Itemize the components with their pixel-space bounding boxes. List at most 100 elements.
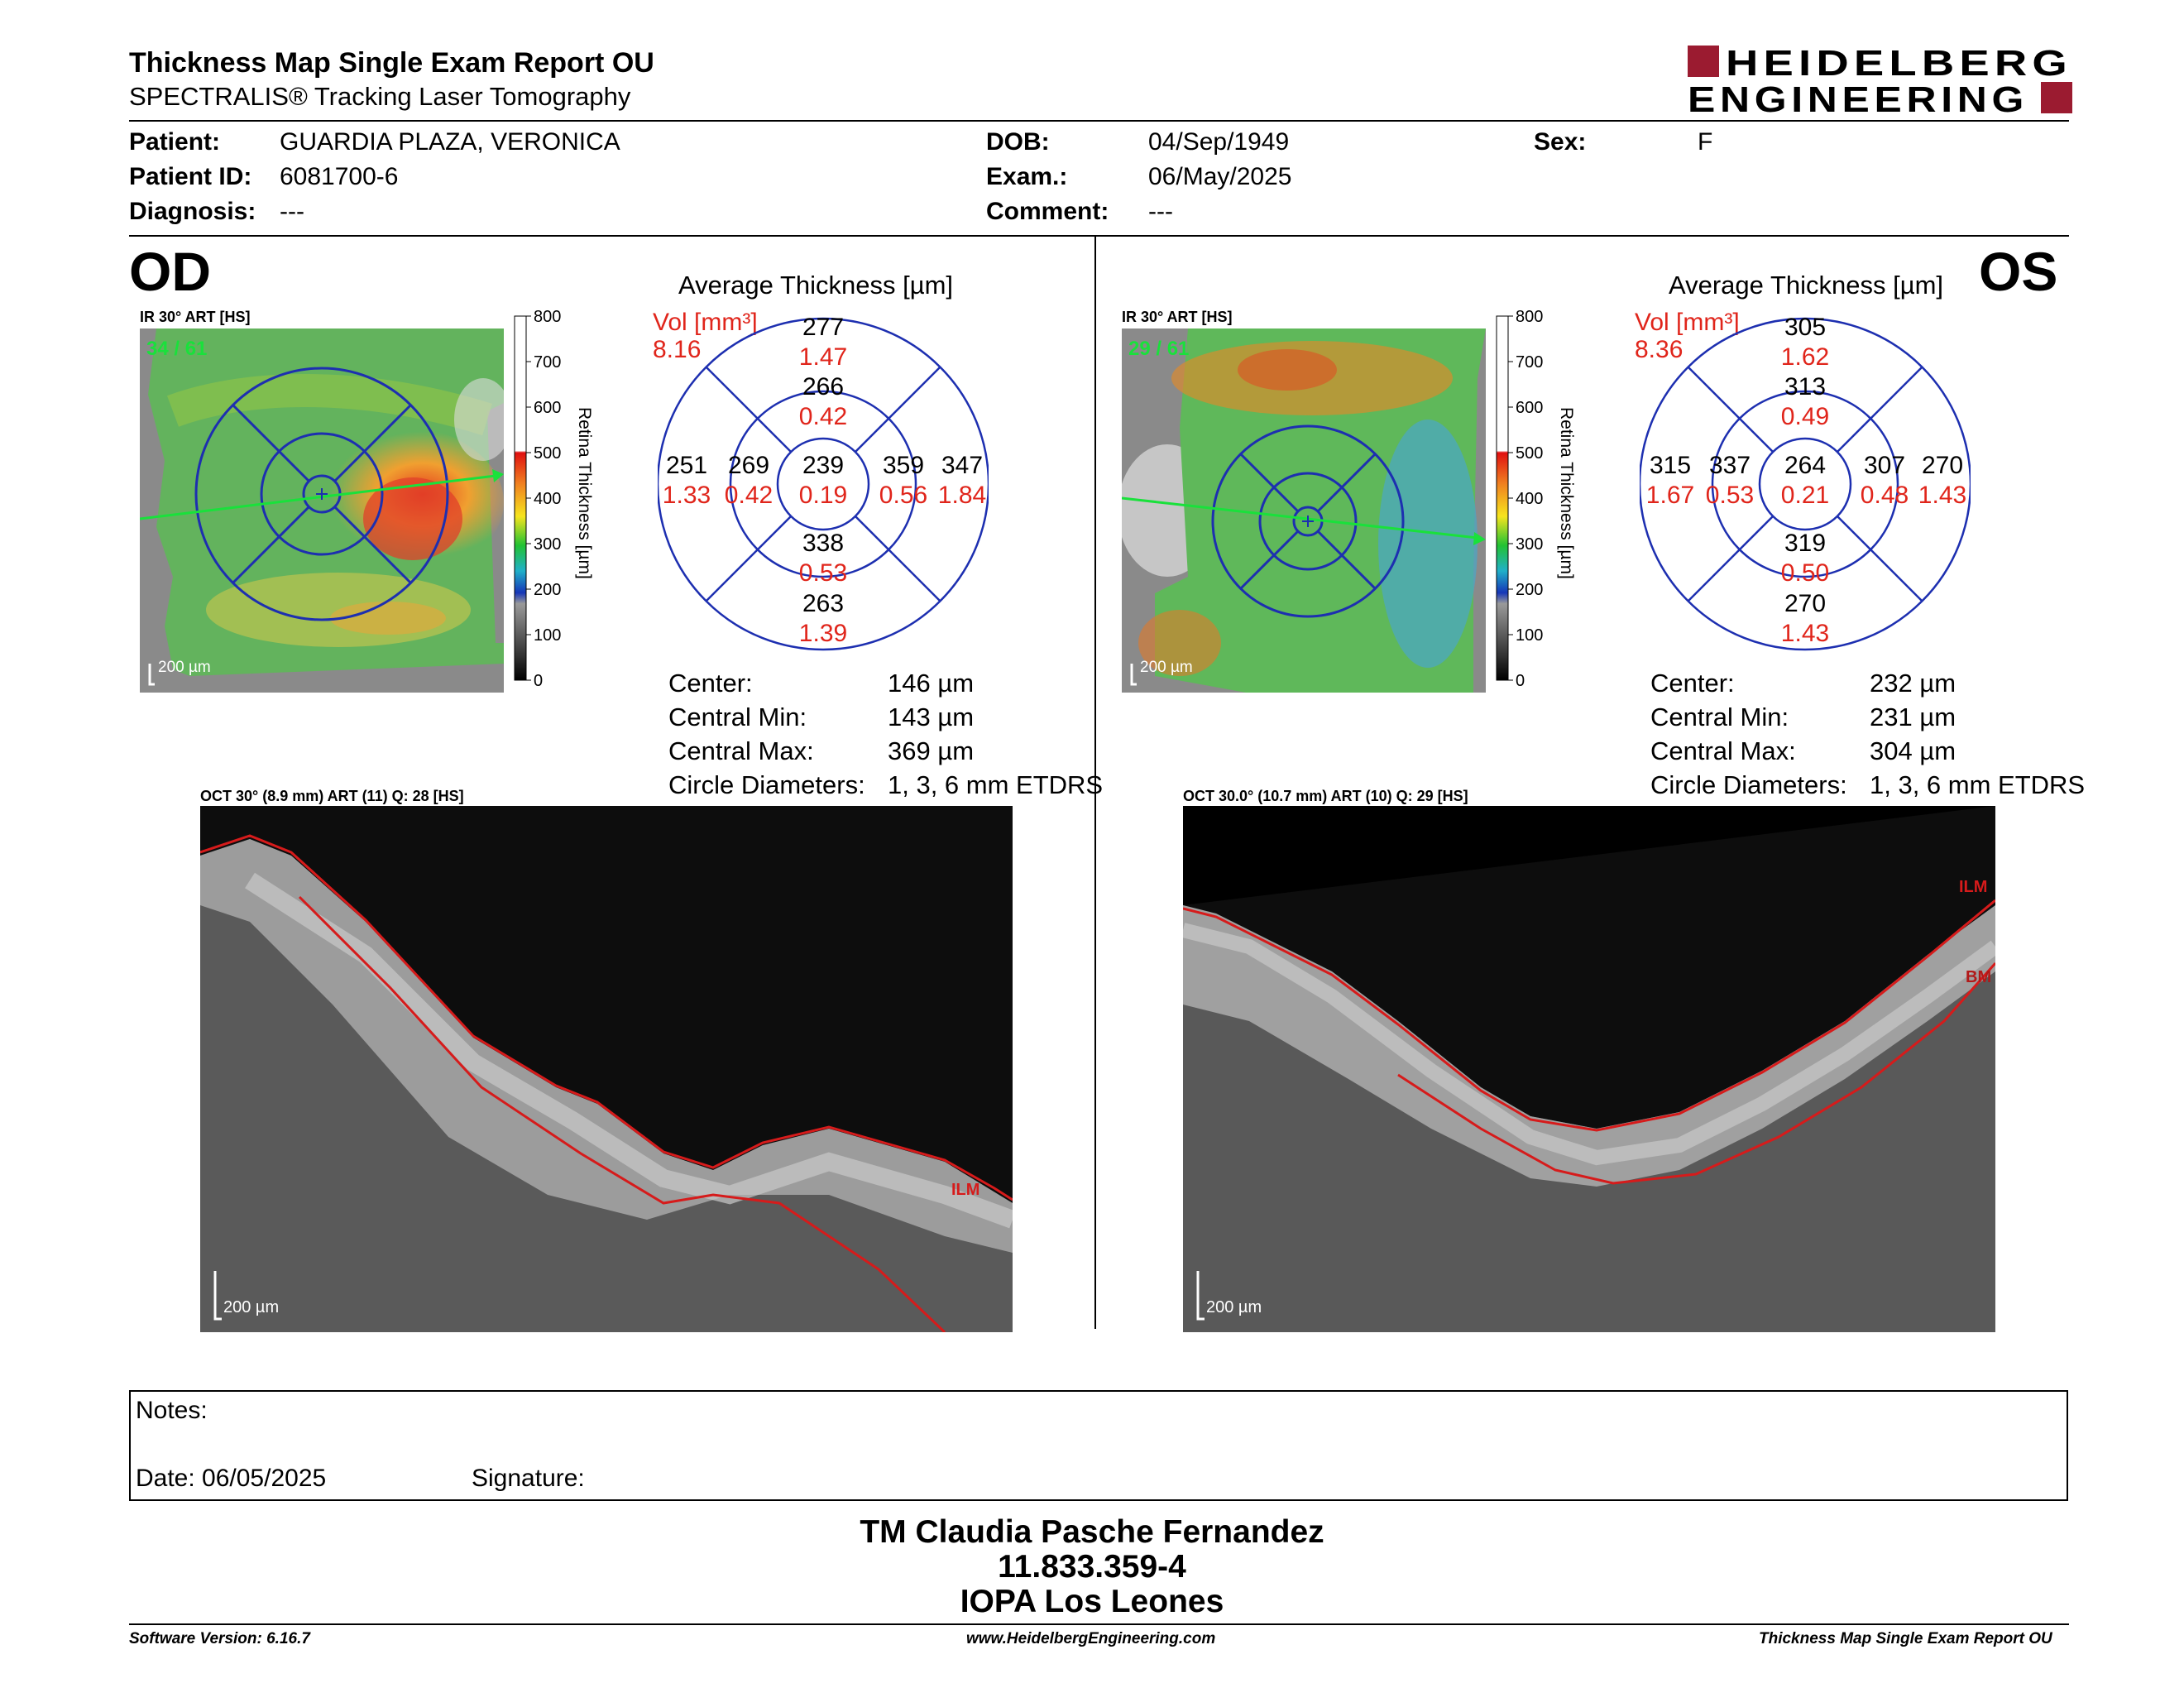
header-rule <box>129 120 2069 122</box>
od-eye-label: OD <box>129 241 211 302</box>
sex: F <box>1698 128 1713 156</box>
os-central-max-label: Central Max: <box>1650 736 1796 765</box>
footer-report-title: Thickness Map Single Exam Report OU <box>1759 1630 2052 1647</box>
os-circle-diam-value: 1, 3, 6 mm ETDRS <box>1870 770 2086 799</box>
svg-text:0.50: 0.50 <box>1781 559 1829 587</box>
od-ilm-label: ILM <box>951 1181 979 1199</box>
svg-text:300: 300 <box>534 535 561 554</box>
svg-text:0.42: 0.42 <box>725 482 773 509</box>
os-eye-label: OS <box>1979 241 2058 302</box>
od-circle-diam-value: 1, 3, 6 mm ETDRS <box>888 770 1104 799</box>
os-oct-scale: 200 µm <box>1206 1298 1262 1316</box>
svg-text:338: 338 <box>802 530 844 557</box>
os-map-scale: 200 µm <box>1140 659 1193 676</box>
od-oct-title: OCT 30° (8.9 mm) ART (11) Q: 28 [HS] <box>200 788 464 804</box>
os-bm-label: BM <box>1966 968 1991 986</box>
diagnosis: --- <box>280 198 304 225</box>
od-avg-thickness-title: Average Thickness [µm] <box>678 271 954 300</box>
svg-text:500: 500 <box>1516 444 1543 463</box>
software-version: Software Version: 6.16.7 <box>129 1630 310 1647</box>
svg-text:1.62: 1.62 <box>1781 343 1829 371</box>
diagnosis-label: Diagnosis: <box>129 198 256 225</box>
svg-text:1.33: 1.33 <box>663 482 711 509</box>
report-title: Thickness Map Single Exam Report OU <box>129 47 654 79</box>
svg-text:300: 300 <box>1516 535 1543 554</box>
od-colorbar: 800 700 600 500 400 300 200 100 0 Retina… <box>514 308 594 690</box>
svg-text:239: 239 <box>802 452 844 479</box>
od-oct-scale: 200 µm <box>223 1298 279 1316</box>
svg-text:100: 100 <box>534 626 561 645</box>
od-center-value: 146 µm <box>888 669 975 698</box>
os-center-value: 232 µm <box>1870 669 1956 698</box>
svg-text:200: 200 <box>534 581 561 599</box>
svg-text:400: 400 <box>534 490 561 508</box>
od-central-min-label: Central Min: <box>668 703 807 731</box>
od-frame-count: 34 / 61 <box>146 338 207 360</box>
od-thickness-map: 34 / 61 200 µm <box>140 328 504 693</box>
signer-name: TM Claudia Pasche Fernandez <box>860 1514 1324 1550</box>
website: www.HeidelbergEngineering.com <box>966 1630 1216 1647</box>
svg-text:400: 400 <box>1516 490 1543 508</box>
svg-text:HEIDELBERG: HEIDELBERG <box>1726 44 2072 84</box>
svg-text:319: 319 <box>1784 530 1826 557</box>
svg-text:1.67: 1.67 <box>1646 482 1694 509</box>
svg-text:800: 800 <box>534 308 561 326</box>
comment-label: Comment: <box>986 198 1109 225</box>
svg-text:0.53: 0.53 <box>799 559 847 587</box>
os-vol-total: 8.36 <box>1635 336 1684 363</box>
svg-text:347: 347 <box>941 452 983 479</box>
od-vol-label: Vol [mm³] <box>653 309 758 336</box>
svg-text:700: 700 <box>1516 353 1543 372</box>
patient-id-label: Patient ID: <box>129 163 252 190</box>
os-central-max-value: 304 µm <box>1870 736 1956 765</box>
svg-text:0.56: 0.56 <box>879 482 927 509</box>
signer-institution: IOPA Los Leones <box>960 1584 1224 1619</box>
svg-text:Retina Thickness [µm]: Retina Thickness [µm] <box>1557 407 1576 579</box>
svg-text:313: 313 <box>1784 373 1826 400</box>
svg-text:800: 800 <box>1516 308 1543 326</box>
svg-text:0: 0 <box>1516 672 1525 690</box>
svg-text:200: 200 <box>1516 581 1543 599</box>
svg-text:277: 277 <box>802 314 844 341</box>
svg-text:100: 100 <box>1516 626 1543 645</box>
svg-text:270: 270 <box>1784 590 1826 617</box>
svg-text:266: 266 <box>802 373 844 400</box>
signature-label: Signature: <box>472 1465 585 1492</box>
os-vol-label: Vol [mm³] <box>1635 309 1740 336</box>
date-label: Date: 06/05/2025 <box>136 1465 327 1492</box>
heidelberg-logo: HEIDELBERG ENGINEERING <box>1688 44 2072 115</box>
svg-text:307: 307 <box>1864 452 1905 479</box>
svg-text:1.39: 1.39 <box>799 620 847 647</box>
svg-text:1.43: 1.43 <box>1918 482 1966 509</box>
comment: --- <box>1148 198 1173 225</box>
od-vol-total: 8.16 <box>653 336 702 363</box>
svg-text:0.49: 0.49 <box>1781 403 1829 430</box>
svg-text:359: 359 <box>883 452 924 479</box>
notes-label: Notes: <box>136 1397 208 1424</box>
eye-divider <box>1094 237 1096 1329</box>
svg-text:600: 600 <box>1516 399 1543 417</box>
os-central-min-label: Central Min: <box>1650 703 1789 731</box>
svg-text:315: 315 <box>1650 452 1691 479</box>
svg-text:0: 0 <box>534 672 543 690</box>
svg-text:1.43: 1.43 <box>1781 620 1829 647</box>
os-ir-title: IR 30° ART [HS] <box>1122 309 1233 325</box>
svg-text:337: 337 <box>1709 452 1751 479</box>
os-colorbar: 800 700 600 500 400 300 200 100 0 Retina… <box>1496 308 1576 690</box>
od-oct-scan: ILM 200 µm <box>200 806 1013 1332</box>
svg-text:1.47: 1.47 <box>799 343 847 371</box>
svg-text:0.42: 0.42 <box>799 403 847 430</box>
patient-name: GUARDIA PLAZA, VERONICA <box>280 128 620 156</box>
exam-date: 06/May/2025 <box>1148 163 1292 190</box>
od-etdrs-grid: 277 1.47 266 0.42 239 0.19 251 1.33 269 … <box>658 314 989 651</box>
svg-text:600: 600 <box>534 399 561 417</box>
svg-text:ENGINEERING: ENGINEERING <box>1688 79 2028 115</box>
svg-text:0.48: 0.48 <box>1861 482 1909 509</box>
od-central-max-value: 369 µm <box>888 736 975 765</box>
signer-id: 11.833.359-4 <box>998 1549 1186 1585</box>
os-oct-title: OCT 30.0° (10.7 mm) ART (10) Q: 29 [HS] <box>1183 788 1468 804</box>
os-frame-count: 29 / 61 <box>1128 338 1189 360</box>
notes-box <box>129 1390 2068 1501</box>
sex-label: Sex: <box>1534 128 1587 156</box>
os-ilm-label: ILM <box>1959 878 1987 896</box>
